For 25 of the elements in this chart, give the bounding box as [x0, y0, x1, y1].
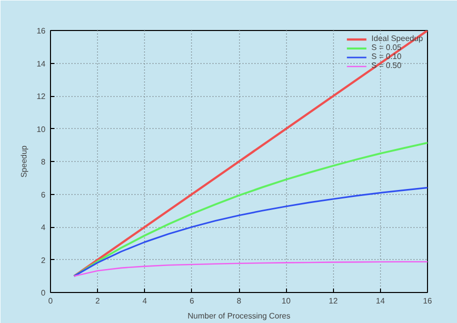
y-tick-label: 16 — [36, 26, 46, 36]
line-series — [72, 30, 428, 278]
y-tick-label: 14 — [36, 59, 46, 68]
y-axis-title: Speedup — [20, 144, 29, 178]
x-tick-label: 6 — [190, 296, 195, 306]
x-tick-label: 16 — [423, 296, 432, 306]
x-tick-label: 14 — [376, 296, 386, 306]
x-axis-title: Number of Processing Cores — [188, 312, 290, 320]
x-tick-label: 12 — [328, 296, 338, 306]
y-tick-label: 2 — [41, 256, 46, 265]
y-tick-label: 12 — [36, 92, 46, 101]
line-series — [73, 186, 428, 277]
legend-label: S = 0.05 — [371, 43, 402, 52]
x-tick-label: 2 — [95, 296, 100, 306]
x-tick-label: 10 — [282, 296, 292, 306]
x-tick-label: 0 — [48, 296, 54, 306]
y-tick-label: 4 — [41, 223, 46, 232]
line-series — [73, 261, 428, 277]
y-tick-label: 8 — [41, 158, 46, 166]
y-tick-label: 0 — [41, 288, 46, 298]
line-series — [73, 142, 428, 278]
y-tick-label: 10 — [36, 124, 46, 134]
x-tick-label: 8 — [236, 296, 242, 306]
x-tick-label: 4 — [142, 296, 148, 306]
y-tick-label: 6 — [41, 190, 46, 200]
